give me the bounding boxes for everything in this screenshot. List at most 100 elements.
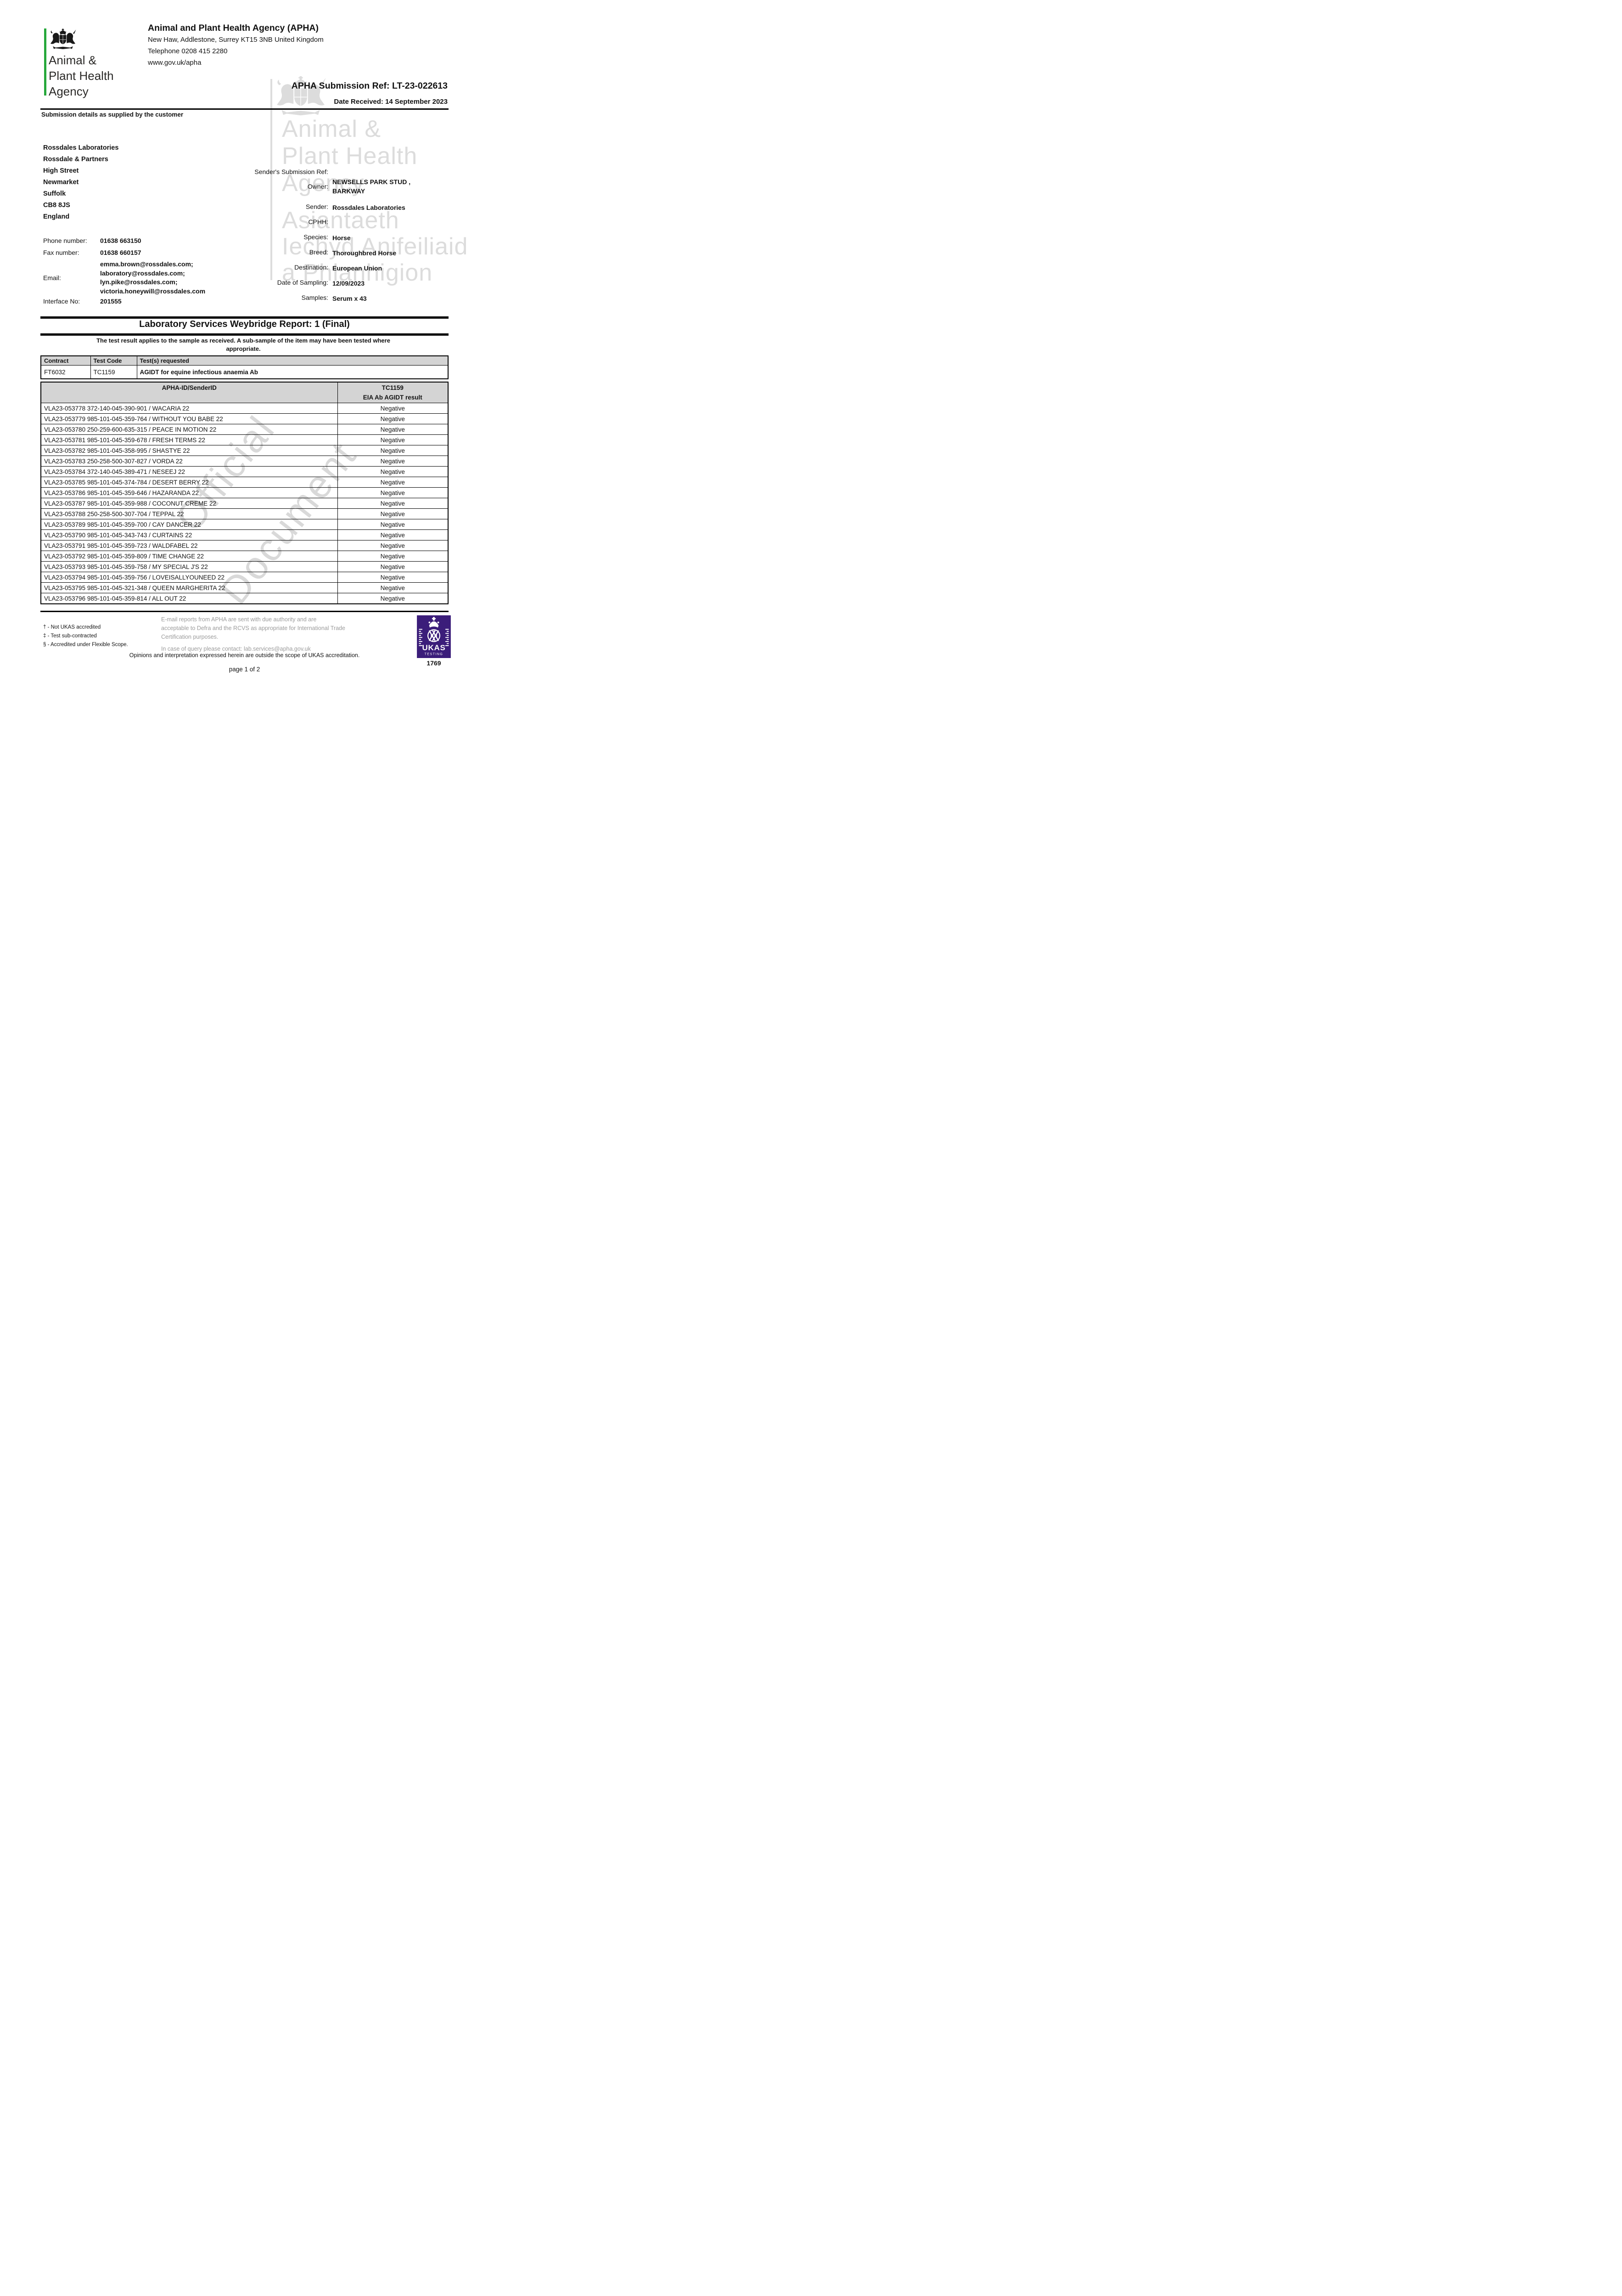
apha-logo-text: Animal & Plant Health Agency [49,52,114,99]
result-cell: Negative [337,424,449,435]
table-row: VLA23-053788 250-258-500-307-704 / TEPPA… [40,508,449,519]
watermark-line: Plant Health [282,143,418,169]
column-header: Test Code [90,355,137,366]
sample-id-cell: VLA23-053779 985-101-045-359-764 / WITHO… [40,413,338,424]
sample-id-cell: VLA23-053782 985-101-045-358-995 / SHAST… [40,445,338,456]
detail-row-destination: Destination: European Union [135,264,452,273]
ukas-scope-note: Opinions and interpretation expressed he… [129,652,360,658]
result-cell: Negative [337,413,449,424]
interface-value: 201555 [100,298,122,305]
test-code-cell: TC1159 [90,365,137,379]
footnote: ‡ - Test sub-contracted [43,633,97,639]
phone-value: 01638 663150 [100,237,141,244]
table-row: VLA23-053783 250-258-500-307-827 / VORDA… [40,456,449,467]
result-cell: Negative [337,508,449,519]
sample-id-cell: VLA23-053796 985-101-045-359-814 / ALL O… [40,593,338,604]
email-line: victoria.honeywill@rossdales.com [100,287,206,295]
fax-label: Fax number: [43,249,79,256]
sample-id-cell: VLA23-053788 250-258-500-307-704 / TEPPA… [40,508,338,519]
detail-value: NEWSELLS PARK STUD , BARKWAY [332,177,410,196]
table-row: VLA23-053792 985-101-045-359-809 / TIME … [40,551,449,562]
detail-label: Sender's Submission Ref: [254,168,328,175]
footnote: † - Not UKAS accredited [43,625,101,630]
contract-table-header-row: Contract Test Code Test(s) requested [40,355,449,366]
table-row: VLA23-053786 985-101-045-359-646 / HAZAR… [40,487,449,498]
agency-address: New Haw, Addlestone, Surrey KT15 3NB Uni… [148,36,324,44]
disclaimer-line: acceptable to Defra and the RCVS as appr… [161,625,345,631]
table-row: VLA23-053791 985-101-045-359-723 / WALDF… [40,540,449,551]
lab-report-page: Animal & Plant Health Agency Asiantaeth … [0,0,487,689]
sample-id-cell: VLA23-053781 985-101-045-359-678 / FRESH… [40,434,338,445]
tests-requested-cell: AGIDT for equine infectious anaemia Ab [136,365,449,379]
title-rule-top [40,316,449,319]
interface-label: Interface No: [43,298,80,305]
table-row: VLA23-053784 372-140-045-389-471 / NESEE… [40,466,449,477]
svg-text:UKAS: UKAS [422,643,445,652]
table-end-rule [40,611,449,612]
agency-website: www.gov.uk/apha [148,59,202,67]
column-header-apha-id: APHA-ID/SenderID [40,382,338,403]
detail-row-species: Species: Horse [135,233,452,242]
agency-telephone: Telephone 0208 415 2280 [148,47,228,55]
sample-id-cell: VLA23-053780 250-259-600-635-315 / PEACE… [40,424,338,435]
email-line: laboratory@rossdales.com; [100,269,185,277]
watermark-english-text: Animal & Plant Health Agency [282,116,417,197]
disclaimer-line: Certification purposes. [161,634,219,640]
result-cell: Negative [337,445,449,456]
detail-value: Serum x 43 [332,295,367,302]
table-row: VLA23-053796 985-101-045-359-814 / ALL O… [40,593,449,604]
result-cell: Negative [337,519,449,530]
detail-value: 12/09/2023 [332,280,365,287]
result-cell: Negative [337,593,449,604]
address-line: England [43,213,70,220]
watermark-line: a Phlanhigion [282,259,433,286]
sample-id-cell: VLA23-053795 985-101-045-321-348 / QUEEN… [40,582,338,593]
result-cell: Negative [337,466,449,477]
email-line: lyn.pike@rossdales.com; [100,278,178,286]
result-cell: Negative [337,582,449,593]
agency-title: Animal and Plant Health Agency (APHA) [148,23,319,33]
detail-label: CPHH: [308,218,328,225]
royal-crest-icon [50,28,76,51]
owner-line: NEWSELLS PARK STUD , [332,178,411,186]
table-row: VLA23-053794 985-101-045-359-756 / LOVEI… [40,572,449,583]
email-values: emma.brown@rossdales.com; laboratory@ros… [100,260,205,296]
apha-submission-ref: APHA Submission Ref: LT-23-022613 [291,81,448,91]
watermark-line: Agency [282,170,365,197]
disclaimer-line: E-mail reports from APHA are sent with d… [161,616,317,623]
result-cell: Negative [337,561,449,572]
logo-text-line: Agency [49,84,89,98]
sample-id-cell: VLA23-053784 372-140-045-389-471 / NESEE… [40,466,338,477]
address-line: Rossdale & Partners [43,156,108,163]
table-row: VLA23-053785 985-101-045-374-784 / DESER… [40,477,449,488]
logo-text-line: Plant Health [49,69,114,83]
contract-table: Contract Test Code Test(s) requested FT6… [40,355,449,379]
owner-line: BARKWAY [332,187,365,195]
result-cell: Negative [337,456,449,467]
logo-green-bar [44,28,46,96]
ukas-accreditation-number: 1769 [427,659,441,667]
table-row: VLA23-053781 985-101-045-359-678 / FRESH… [40,434,449,445]
result-header-line: EIA Ab AGIDT result [363,394,422,401]
result-cell: Negative [337,529,449,540]
detail-row-sampling-date: Date of Sampling: 12/09/2023 [135,279,452,288]
table-row: VLA23-053779 985-101-045-359-764 / WITHO… [40,413,449,424]
detail-value: Rossdales Laboratories [332,204,405,211]
table-row: VLA23-053780 250-259-600-635-315 / PEACE… [40,424,449,435]
results-table: APHA-ID/SenderID TC1159 EIA Ab AGIDT res… [40,382,449,604]
detail-row-sender: Sender: Rossdales Laboratories [135,203,452,212]
contract-cell: FT6032 [40,365,91,379]
sample-id-cell: VLA23-053786 985-101-045-359-646 / HAZAR… [40,487,338,498]
table-row: FT6032 TC1159 AGIDT for equine infectiou… [40,365,449,379]
sample-id-cell: VLA23-053789 985-101-045-359-700 / CAY D… [40,519,338,530]
sample-id-cell: VLA23-053778 372-140-045-390-901 / WACAR… [40,403,338,414]
detail-label: Samples: [301,294,328,301]
results-table-header-row: APHA-ID/SenderID TC1159 EIA Ab AGIDT res… [40,382,449,403]
detail-row-breed: Breed: Thoroughbred Horse [135,248,452,258]
sample-id-cell: VLA23-053787 985-101-045-359-988 / COCON… [40,498,338,509]
address-line: Rossdales Laboratories [43,144,119,152]
address-line: Suffolk [43,190,66,197]
detail-row-samples: Samples: Serum x 43 [135,294,452,303]
customer-address: Rossdales Laboratories Rossdale & Partne… [43,142,118,223]
table-row: VLA23-053795 985-101-045-321-348 / QUEEN… [40,582,449,593]
